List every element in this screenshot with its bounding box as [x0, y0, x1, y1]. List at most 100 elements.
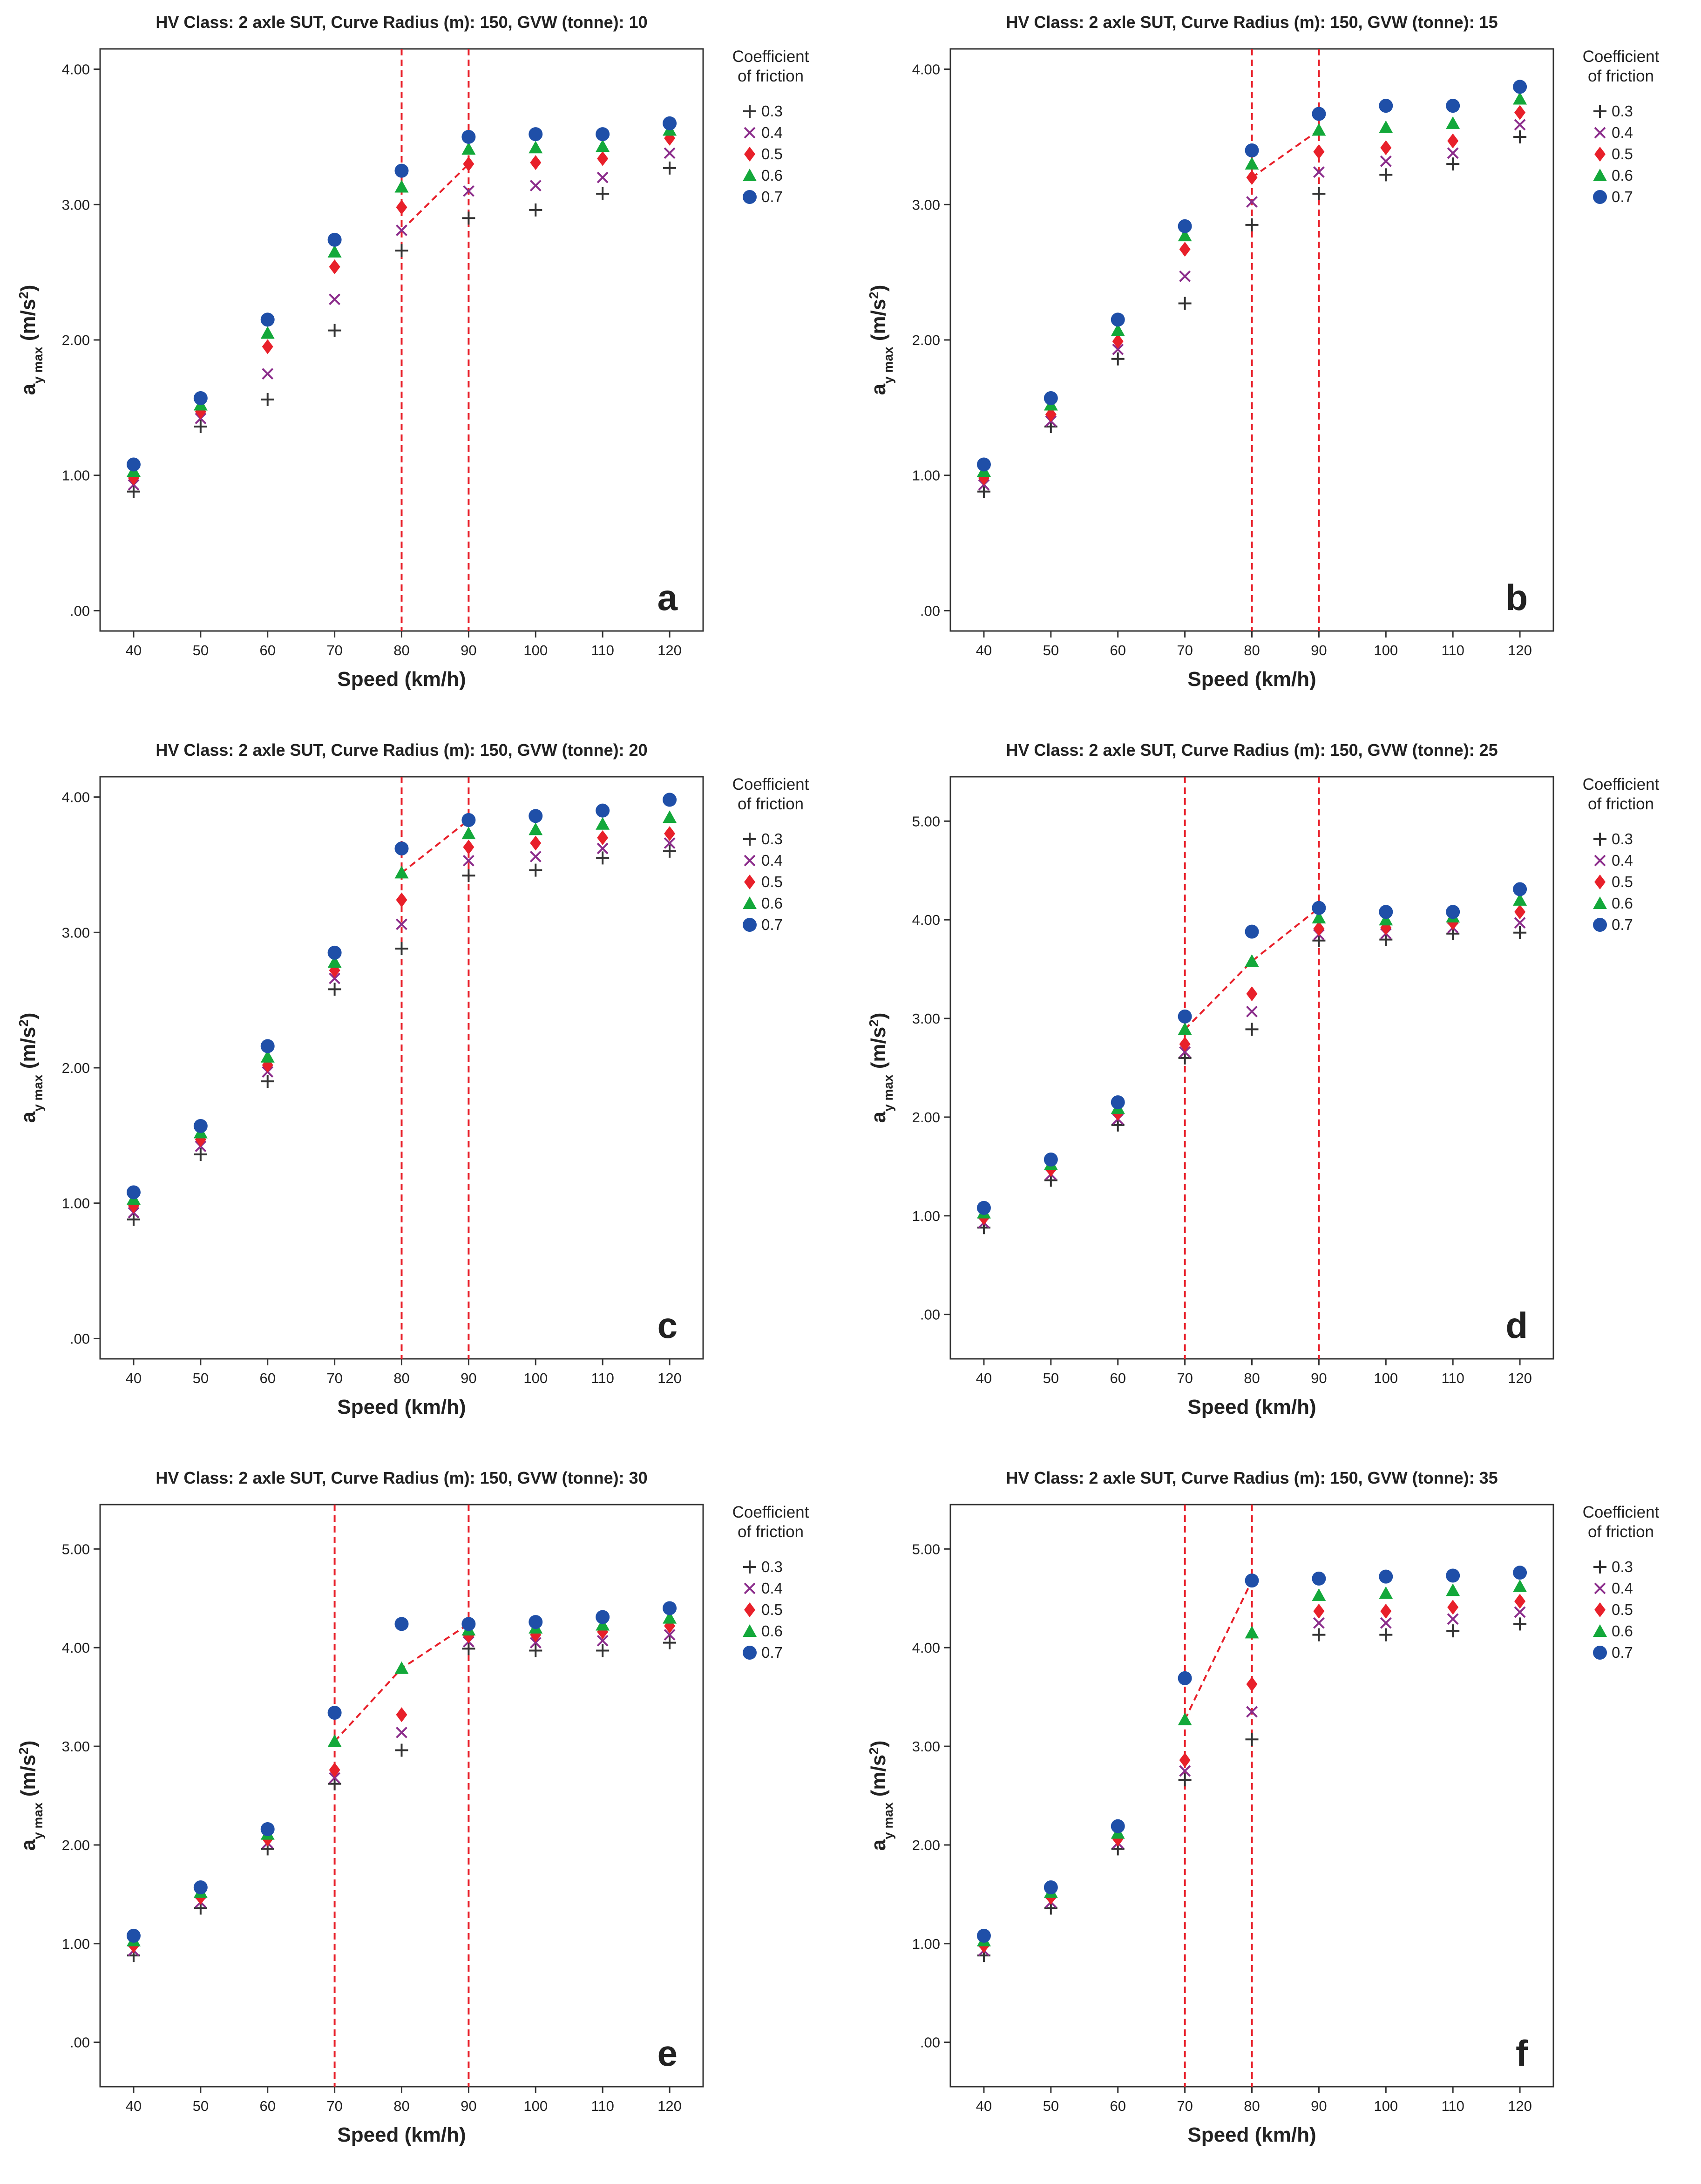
data-point-triangle-marker [327, 245, 342, 258]
y-axis-label-main: a [17, 1111, 40, 1123]
legend-diamond-marker [1594, 875, 1606, 889]
data-point-circle-marker [461, 1617, 476, 1631]
x-tick-label: 110 [591, 642, 614, 658]
legend-entry-label: 0.4 [761, 852, 783, 869]
y-axis-label: ay max (m/s2) [16, 285, 45, 395]
legend-cross-marker [1594, 1582, 1606, 1594]
x-tick-label: 100 [1374, 1370, 1398, 1386]
y-axis-label-main: a [17, 383, 40, 395]
data-point-plus-marker [663, 161, 677, 175]
data-point-cross-marker [596, 842, 609, 855]
panel-label: c [657, 1305, 678, 1346]
legend-title-line1: Coefficient [732, 775, 809, 794]
data-point-plus-marker [1379, 933, 1393, 946]
data-point-plus-marker [1111, 352, 1125, 366]
data-point-plus-marker [1312, 187, 1326, 201]
data-point-diamond-marker [1179, 1752, 1191, 1768]
legend-entry-label: 0.7 [1612, 188, 1633, 205]
x-tick-label: 60 [259, 1370, 275, 1386]
data-point-circle-marker [1312, 901, 1326, 915]
plot-area-frame [99, 1504, 704, 2088]
data-point-cross-marker [262, 368, 274, 380]
x-tick-label: 50 [193, 2098, 209, 2114]
x-tick-label: 70 [326, 1370, 342, 1386]
y-tick-label: 1.00 [62, 1195, 90, 1212]
data-point-circle-marker [1379, 1569, 1393, 1584]
data-point-plus-marker [1446, 157, 1460, 171]
chart-panel-c: HV Class: 2 axle SUT, Curve Radius (m): … [16, 740, 809, 1418]
data-point-diamond-marker [597, 830, 609, 845]
legend-circle-marker [743, 918, 757, 932]
y-tick-label: 2.00 [62, 332, 90, 348]
y-axis-label-main: a [17, 1839, 40, 1851]
y-tick-label: 2.00 [62, 1060, 90, 1076]
legend-title-line2: of friction [738, 1523, 804, 1541]
data-point-plus-marker [1513, 926, 1527, 939]
data-point-circle-marker [126, 1185, 141, 1200]
legend-triangle-marker [1593, 896, 1607, 909]
data-point-cross-marker [1246, 196, 1258, 208]
x-tick-label: 50 [1043, 642, 1059, 658]
legend-plus-marker [743, 1560, 756, 1574]
legend-entry-label: 0.6 [1612, 895, 1633, 912]
x-tick-label: 40 [126, 642, 142, 658]
y-axis-label-main: a [867, 1111, 890, 1123]
data-point-plus-marker [1178, 297, 1192, 310]
legend: Coefficient of friction 0.3 0.4 0.5 0.6 0.7 [1583, 1503, 1660, 1661]
data-point-diamond-marker [1313, 144, 1325, 159]
data-point-plus-marker [663, 844, 677, 858]
data-point-plus-marker [529, 203, 542, 217]
data-point-plus-marker [596, 851, 610, 865]
chart-panel-e: HV Class: 2 axle SUT, Curve Radius (m): … [16, 1468, 809, 2146]
data-point-plus-marker [977, 485, 990, 498]
y-tick-label: 3.00 [62, 197, 90, 213]
data-point-cross-marker [396, 918, 407, 930]
y-axis-label-unit: (m/s [867, 1027, 890, 1075]
legend-entry-label: 0.4 [1612, 1580, 1633, 1597]
data-point-circle-marker [1044, 1153, 1058, 1167]
data-point-cross-marker [1313, 166, 1325, 178]
data-point-triangle-marker [1513, 893, 1527, 906]
data-point-triangle-marker [1446, 1583, 1460, 1596]
legend-entry-label: 0.5 [761, 873, 783, 890]
y-tick-label: 5.00 [62, 1541, 90, 1557]
chart-title: HV Class: 2 axle SUT, Curve Radius (m): … [1006, 1468, 1498, 1487]
y-tick-label: .00 [920, 1307, 940, 1323]
x-tick-label: 100 [1374, 642, 1398, 658]
data-point-circle-marker [1379, 99, 1393, 113]
x-tick-label: 50 [1043, 2098, 1059, 2114]
legend-entry-label: 0.7 [761, 1644, 783, 1661]
y-axis-label-sup: 2 [16, 1019, 31, 1027]
series-0.7 [976, 1566, 1527, 1943]
x-tick-label: 80 [393, 2098, 409, 2114]
legend-entry-label: 0.6 [1612, 1622, 1633, 1640]
legend-triangle-marker [1593, 1624, 1607, 1637]
data-point-plus-marker [1178, 1773, 1192, 1787]
legend-plus-marker [1593, 1560, 1606, 1574]
data-point-cross-marker [596, 171, 609, 183]
x-tick-label: 120 [657, 642, 682, 658]
x-axis-label: Speed (km/h) [337, 1396, 466, 1418]
data-point-cross-marker [1112, 343, 1124, 355]
y-axis-label-close: ) [17, 1013, 40, 1020]
data-point-cross-marker [1179, 270, 1191, 282]
data-point-circle-marker [394, 1617, 409, 1631]
data-point-triangle-marker [1312, 123, 1326, 136]
data-point-triangle-marker [596, 817, 610, 830]
data-point-circle-marker [327, 1706, 342, 1720]
data-point-diamond-marker [463, 156, 474, 172]
data-point-triangle-marker [1178, 229, 1192, 242]
x-tick-label: 70 [326, 2098, 342, 2114]
data-point-diamond-marker [1313, 921, 1325, 936]
data-point-circle-marker [126, 1928, 141, 1943]
data-point-triangle-marker [260, 326, 275, 339]
data-point-circle-marker [596, 1610, 610, 1624]
data-point-plus-marker [328, 983, 341, 996]
legend-entry-label: 0.5 [761, 1601, 783, 1618]
legend-triangle-marker [743, 1624, 757, 1637]
panel-label: b [1505, 577, 1528, 618]
data-point-circle-marker [976, 1928, 991, 1943]
data-point-diamond-marker [1112, 1831, 1124, 1847]
x-tick-label: 120 [657, 1370, 682, 1386]
